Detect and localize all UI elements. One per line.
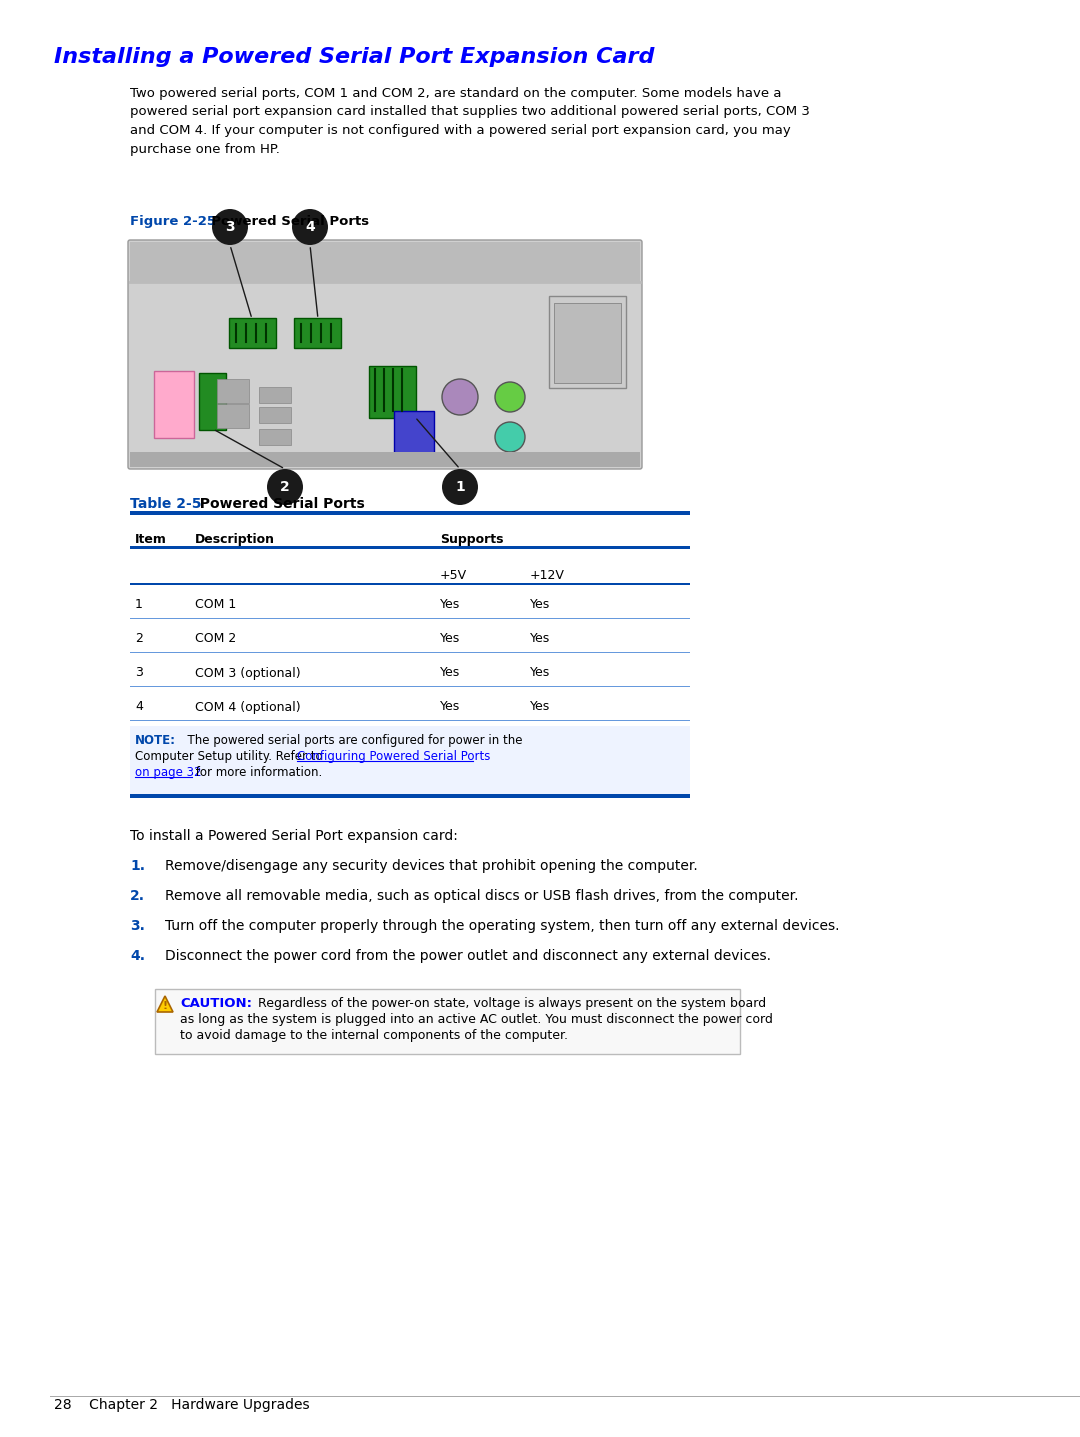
Circle shape [442, 468, 478, 504]
Text: Yes: Yes [530, 667, 550, 680]
FancyBboxPatch shape [259, 430, 291, 445]
Text: 2: 2 [135, 632, 143, 645]
Text: Yes: Yes [530, 700, 550, 714]
Text: CAUTION:: CAUTION: [180, 997, 252, 1010]
FancyBboxPatch shape [369, 366, 416, 418]
Text: on page 32: on page 32 [135, 766, 202, 779]
Text: Powered Serial Ports: Powered Serial Ports [202, 216, 369, 228]
Text: as long as the system is plugged into an active AC outlet. You must disconnect t: as long as the system is plugged into an… [180, 1013, 773, 1026]
FancyBboxPatch shape [259, 407, 291, 422]
Polygon shape [157, 996, 173, 1012]
FancyBboxPatch shape [130, 453, 640, 467]
Text: 1.: 1. [130, 859, 145, 874]
Text: Supports: Supports [440, 533, 503, 546]
Circle shape [495, 422, 525, 453]
Text: 28    Chapter 2   Hardware Upgrades: 28 Chapter 2 Hardware Upgrades [54, 1398, 310, 1413]
Circle shape [292, 208, 328, 244]
Text: Yes: Yes [440, 667, 460, 680]
Text: Two powered serial ports, COM 1 and COM 2, are standard on the computer. Some mo: Two powered serial ports, COM 1 and COM … [130, 88, 810, 155]
Text: 4.: 4. [130, 948, 145, 963]
Text: Yes: Yes [440, 700, 460, 714]
Text: Figure 2-25: Figure 2-25 [130, 216, 216, 228]
Text: 3: 3 [135, 667, 143, 680]
FancyBboxPatch shape [130, 546, 690, 549]
FancyBboxPatch shape [130, 241, 640, 282]
Text: Configuring Powered Serial Ports: Configuring Powered Serial Ports [297, 750, 490, 763]
Text: to avoid damage to the internal components of the computer.: to avoid damage to the internal componen… [180, 1029, 568, 1042]
FancyBboxPatch shape [229, 318, 276, 348]
Text: COM 4 (optional): COM 4 (optional) [195, 700, 300, 714]
Text: +5V: +5V [440, 569, 468, 582]
FancyBboxPatch shape [199, 374, 226, 430]
Text: 1: 1 [455, 480, 464, 494]
Circle shape [267, 468, 303, 504]
FancyBboxPatch shape [554, 303, 621, 384]
Text: Yes: Yes [440, 632, 460, 645]
FancyBboxPatch shape [156, 989, 740, 1053]
FancyBboxPatch shape [154, 371, 194, 438]
Text: Disconnect the power cord from the power outlet and disconnect any external devi: Disconnect the power cord from the power… [165, 948, 771, 963]
FancyBboxPatch shape [130, 583, 690, 585]
FancyBboxPatch shape [217, 404, 249, 428]
FancyBboxPatch shape [259, 387, 291, 402]
FancyBboxPatch shape [130, 685, 690, 687]
Text: Item: Item [135, 533, 167, 546]
Text: Remove all removable media, such as optical discs or USB flash drives, from the : Remove all removable media, such as opti… [165, 890, 798, 902]
FancyBboxPatch shape [394, 411, 434, 453]
Text: Yes: Yes [440, 598, 460, 612]
Text: Turn off the computer properly through the operating system, then turn off any e: Turn off the computer properly through t… [165, 920, 839, 933]
Text: The powered serial ports are configured for power in the: The powered serial ports are configured … [180, 734, 523, 747]
Text: 3.: 3. [130, 920, 145, 933]
Text: Powered Serial Ports: Powered Serial Ports [190, 497, 365, 512]
Text: Installing a Powered Serial Port Expansion Card: Installing a Powered Serial Port Expansi… [54, 47, 654, 68]
Text: 3: 3 [226, 220, 234, 234]
FancyBboxPatch shape [130, 720, 690, 721]
Text: Yes: Yes [530, 598, 550, 612]
Text: To install a Powered Serial Port expansion card:: To install a Powered Serial Port expansi… [130, 829, 458, 844]
Text: Computer Setup utility. Refer to: Computer Setup utility. Refer to [135, 750, 326, 763]
FancyBboxPatch shape [217, 379, 249, 402]
Circle shape [495, 382, 525, 412]
Text: COM 2: COM 2 [195, 632, 237, 645]
Text: 4: 4 [306, 220, 315, 234]
Text: 2.: 2. [130, 890, 145, 902]
FancyBboxPatch shape [130, 726, 690, 795]
Text: Table 2-5: Table 2-5 [130, 497, 202, 512]
Text: Description: Description [195, 533, 275, 546]
Text: COM 1: COM 1 [195, 598, 237, 612]
Text: +12V: +12V [530, 569, 565, 582]
FancyBboxPatch shape [130, 512, 690, 514]
Text: 2: 2 [280, 480, 289, 494]
Text: Yes: Yes [530, 632, 550, 645]
FancyBboxPatch shape [130, 651, 690, 652]
FancyBboxPatch shape [294, 318, 341, 348]
FancyBboxPatch shape [130, 618, 690, 619]
FancyBboxPatch shape [130, 795, 690, 798]
Text: COM 3 (optional): COM 3 (optional) [195, 667, 300, 680]
Text: for more information.: for more information. [192, 766, 322, 779]
Text: 4: 4 [135, 700, 143, 714]
Text: Regardless of the power-on state, voltage is always present on the system board: Regardless of the power-on state, voltag… [249, 997, 766, 1010]
Text: NOTE:: NOTE: [135, 734, 176, 747]
Circle shape [212, 208, 248, 244]
FancyBboxPatch shape [549, 296, 626, 388]
Text: !: ! [162, 1002, 167, 1012]
Text: Remove/disengage any security devices that prohibit opening the computer.: Remove/disengage any security devices th… [165, 859, 698, 874]
Text: 1: 1 [135, 598, 143, 612]
FancyBboxPatch shape [129, 240, 642, 468]
Circle shape [442, 379, 478, 415]
